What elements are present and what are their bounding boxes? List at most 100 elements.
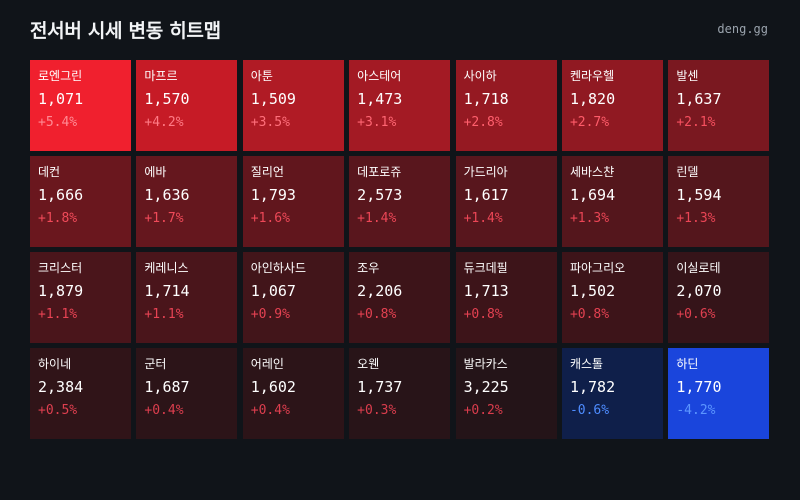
server-price: 1,737 bbox=[357, 378, 403, 396]
server-price: 1,636 bbox=[144, 186, 190, 204]
server-price: 1,637 bbox=[676, 90, 722, 108]
server-change: +1.1% bbox=[144, 307, 184, 322]
server-change: +2.1% bbox=[676, 115, 716, 130]
server-price: 1,067 bbox=[250, 282, 296, 300]
server-cell[interactable]: 오웬 1,737 +0.3% bbox=[349, 348, 451, 439]
server-price: 1,473 bbox=[357, 90, 403, 108]
server-name: 발센 bbox=[676, 69, 699, 83]
server-name: 질리언 bbox=[250, 165, 284, 179]
server-name: 이실로테 bbox=[676, 261, 721, 275]
server-cell[interactable]: 세바스챤 1,694 +1.3% bbox=[561, 156, 663, 247]
server-name: 조우 bbox=[357, 261, 380, 275]
server-price: 1,793 bbox=[250, 186, 296, 204]
server-name: 듀크데필 bbox=[463, 261, 508, 275]
server-cell[interactable]: 발센 1,637 +2.1% bbox=[668, 60, 770, 151]
server-change: +1.4% bbox=[463, 211, 503, 226]
server-change: +2.7% bbox=[569, 115, 610, 130]
server-cell[interactable]: 마프르 1,570 +4.2% bbox=[136, 60, 238, 151]
server-cell[interactable]: 켄라우헬 1,820 +2.7% bbox=[561, 60, 663, 151]
server-price: 1,770 bbox=[676, 378, 722, 396]
server-price: 3,225 bbox=[463, 378, 509, 396]
server-change: +1.4% bbox=[357, 211, 397, 226]
server-price: 1,718 bbox=[463, 90, 509, 108]
server-cell[interactable]: 군터 1,687 +0.4% bbox=[136, 348, 238, 439]
server-change: +1.3% bbox=[569, 211, 610, 226]
server-cell[interactable]: 발라카스 3,225 +0.2% bbox=[455, 348, 557, 439]
header: 전서버 시세 변동 히트맵 deng.gg bbox=[30, 14, 768, 44]
server-cell[interactable]: 이실로테 2,070 +0.6% bbox=[668, 252, 770, 343]
server-name: 마프르 bbox=[144, 69, 178, 83]
server-change: +1.6% bbox=[250, 211, 290, 226]
server-name: 캐스톨 bbox=[569, 357, 604, 371]
server-cell[interactable]: 질리언 1,793 +1.6% bbox=[242, 156, 344, 247]
server-name: 사이하 bbox=[463, 69, 497, 83]
server-price: 2,070 bbox=[676, 282, 722, 300]
server-change: -0.6% bbox=[569, 403, 610, 418]
server-change: +1.1% bbox=[38, 307, 78, 322]
server-name: 하이네 bbox=[38, 357, 72, 371]
server-change: +0.2% bbox=[463, 403, 503, 418]
server-cell[interactable]: 하이네 2,384 +0.5% bbox=[30, 348, 131, 439]
server-name: 어레인 bbox=[250, 357, 284, 371]
server-price: 1,071 bbox=[38, 90, 84, 108]
server-name: 발라카스 bbox=[463, 357, 508, 371]
page-title: 전서버 시세 변동 히트맵 bbox=[30, 19, 221, 42]
server-change: +0.5% bbox=[38, 403, 78, 418]
server-change: +1.3% bbox=[676, 211, 716, 226]
server-change: -4.2% bbox=[676, 403, 716, 418]
heatmap-grid: 로엔그린 1,071 +5.4% 마프르 1,570 +4.2% 아툰 1,509 +3.5% 아… bbox=[30, 60, 770, 439]
server-cell[interactable]: 데컨 1,666 +1.8% bbox=[30, 156, 131, 247]
server-name: 로엔그린 bbox=[38, 69, 83, 83]
server-cell[interactable]: 데포로쥬 2,573 +1.4% bbox=[349, 156, 451, 247]
server-name: 켄라우헬 bbox=[569, 69, 615, 83]
server-price: 1,570 bbox=[144, 90, 190, 108]
server-price: 1,879 bbox=[38, 282, 84, 300]
server-name: 군터 bbox=[144, 357, 167, 371]
server-change: +1.7% bbox=[144, 211, 184, 226]
server-price: 2,384 bbox=[38, 378, 84, 396]
server-cell[interactable]: 케레니스 1,714 +1.1% bbox=[136, 252, 238, 343]
server-price: 1,509 bbox=[250, 90, 296, 108]
server-cell[interactable]: 어레인 1,602 +0.4% bbox=[242, 348, 344, 439]
server-cell[interactable]: 가드리아 1,617 +1.4% bbox=[455, 156, 557, 247]
server-name: 가드리아 bbox=[463, 165, 508, 179]
server-cell[interactable]: 아인하사드 1,067 +0.9% bbox=[242, 252, 344, 343]
server-cell[interactable]: 듀크데필 1,713 +0.8% bbox=[455, 252, 557, 343]
server-cell[interactable]: 캐스톨 1,782 -0.6% bbox=[561, 348, 663, 439]
server-name: 데포로쥬 bbox=[357, 165, 402, 179]
server-change: +3.1% bbox=[357, 115, 397, 130]
server-change: +0.8% bbox=[569, 307, 610, 322]
server-cell[interactable]: 사이하 1,718 +2.8% bbox=[455, 60, 557, 151]
server-name: 데컨 bbox=[38, 165, 61, 179]
server-change: +0.4% bbox=[144, 403, 184, 418]
server-cell[interactable]: 하딘 1,770 -4.2% bbox=[668, 348, 770, 439]
server-price: 1,694 bbox=[569, 186, 616, 204]
server-change: +4.2% bbox=[144, 115, 184, 130]
server-change: +0.8% bbox=[357, 307, 397, 322]
server-name: 오웬 bbox=[357, 357, 380, 371]
server-cell[interactable]: 파아그리오 1,502 +0.8% bbox=[561, 252, 663, 343]
server-cell[interactable]: 린델 1,594 +1.3% bbox=[668, 156, 770, 247]
server-price: 1,820 bbox=[569, 90, 616, 108]
server-price: 1,617 bbox=[463, 186, 509, 204]
server-price: 1,782 bbox=[569, 378, 616, 396]
server-cell[interactable]: 로엔그린 1,071 +5.4% bbox=[30, 60, 131, 151]
server-change: +0.9% bbox=[250, 307, 290, 322]
server-name: 에바 bbox=[144, 165, 167, 179]
site-label[interactable]: deng.gg bbox=[717, 22, 768, 36]
server-cell[interactable]: 아스테어 1,473 +3.1% bbox=[349, 60, 451, 151]
server-cell[interactable]: 에바 1,636 +1.7% bbox=[136, 156, 238, 247]
server-change: +0.3% bbox=[357, 403, 397, 418]
server-name: 아툰 bbox=[250, 69, 273, 83]
server-cell[interactable]: 조우 2,206 +0.8% bbox=[349, 252, 451, 343]
server-change: +0.6% bbox=[676, 307, 716, 322]
server-change: +0.4% bbox=[250, 403, 290, 418]
server-name: 아인하사드 bbox=[250, 261, 306, 275]
server-cell[interactable]: 아툰 1,509 +3.5% bbox=[242, 60, 344, 151]
server-price: 1,666 bbox=[38, 186, 84, 204]
server-price: 1,713 bbox=[463, 282, 509, 300]
server-change: +2.8% bbox=[463, 115, 503, 130]
server-name: 아스테어 bbox=[357, 69, 402, 83]
server-cell[interactable]: 크리스터 1,879 +1.1% bbox=[30, 252, 131, 343]
server-name: 하딘 bbox=[676, 357, 699, 371]
